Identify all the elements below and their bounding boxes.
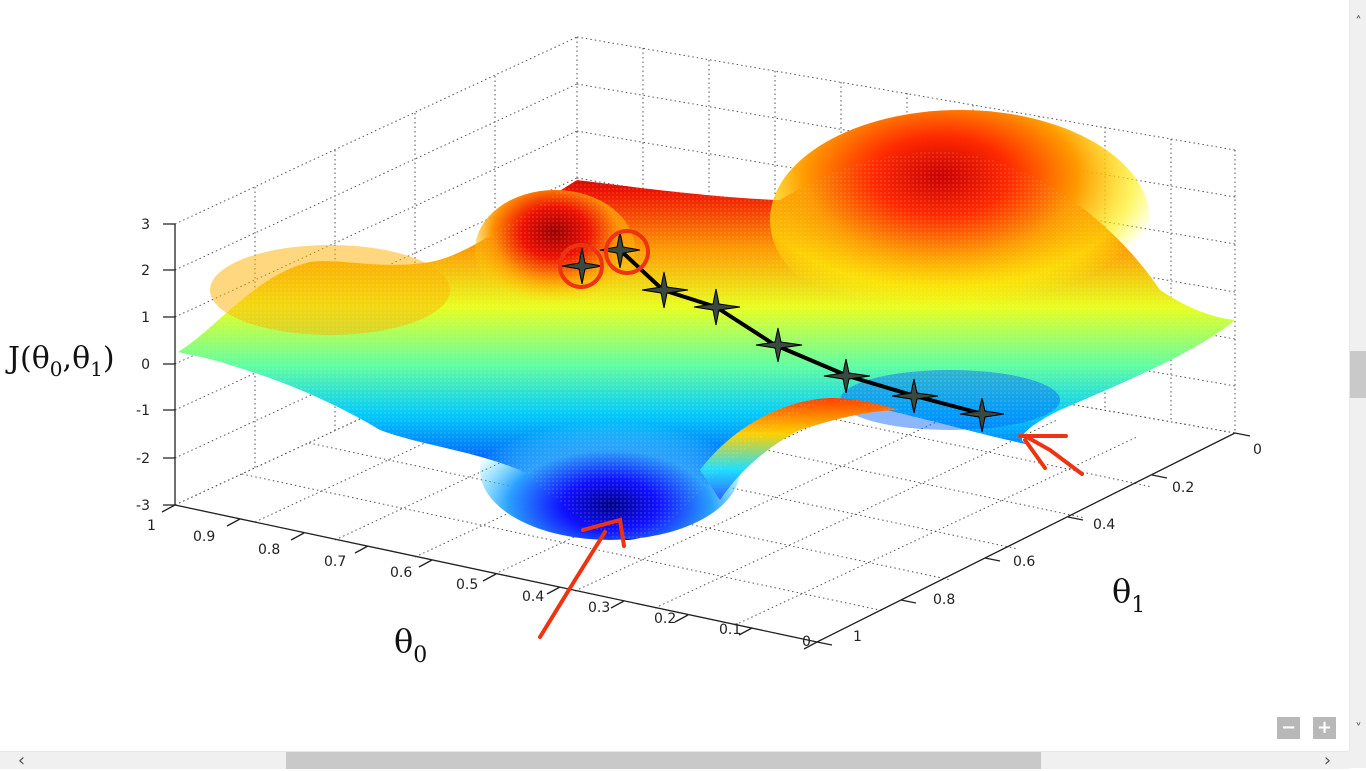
scroll-up-icon[interactable]: ˄ [1355,15,1362,30]
descent-path [561,231,1005,433]
image-viewport: 3 2 1 0 -1 -2 -3 1 0.9 0.8 0.7 0.6 0.5 0… [5,36,1336,739]
scroll-right-icon[interactable]: › [1323,750,1332,771]
horizontal-scrollbar[interactable]: ‹ › [0,750,1349,771]
circle-annotation-b [604,229,650,275]
svg-text:0.6: 0.6 [1013,554,1035,570]
y-axis-label: θ1 [1112,572,1145,618]
svg-text:2: 2 [141,263,150,279]
svg-text:0: 0 [802,634,811,650]
axes-lines [161,223,1251,650]
scroll-left-icon[interactable]: ‹ [17,750,26,771]
svg-text:-2: -2 [136,451,150,467]
svg-text:1: 1 [147,518,156,534]
svg-text:0.7: 0.7 [324,554,346,570]
circle-annotation-a [558,243,604,289]
svg-text:-1: -1 [136,403,150,419]
y-tick-labels: 0 0.2 0.4 0.6 0.8 1 [853,442,1262,645]
z-tick-labels: 3 2 1 0 -1 -2 -3 [136,217,150,514]
svg-text:0.3: 0.3 [588,600,610,616]
svg-text:0.6: 0.6 [390,565,412,581]
svg-text:0.8: 0.8 [258,542,280,558]
cost-surface [178,110,1235,540]
svg-text:1: 1 [853,629,862,645]
scroll-down-icon[interactable]: ˅ [1355,722,1362,737]
svg-text:0: 0 [141,357,150,373]
red-annotations [538,229,1084,639]
zoom-in-button[interactable]: + [1313,717,1336,739]
arrow-global-min [538,530,607,639]
svg-text:0.1: 0.1 [719,622,741,638]
svg-text:1: 1 [141,310,150,326]
svg-text:0.5: 0.5 [456,577,478,593]
vertical-scrollbar[interactable]: ˄ ˅ [1349,0,1366,751]
svg-text:0.2: 0.2 [654,611,676,627]
x-axis-label: θ0 [394,622,427,668]
scrollbar-corner [1349,751,1366,768]
svg-text:0.4: 0.4 [522,589,544,605]
svg-text:-3: -3 [136,498,150,514]
vertical-scroll-thumb[interactable] [1350,351,1366,398]
zoom-out-button[interactable]: − [1277,717,1300,739]
svg-text:0.9: 0.9 [193,529,215,545]
svg-text:3: 3 [141,217,150,233]
svg-text:0.2: 0.2 [1172,480,1194,496]
svg-text:0.4: 0.4 [1093,517,1115,533]
svg-text:0: 0 [1253,442,1262,458]
z-axis-label: J(θ0,θ1) [5,341,115,381]
svg-text:0.8: 0.8 [933,592,955,608]
star-markers [561,231,1005,433]
horizontal-scroll-thumb[interactable] [286,752,1041,769]
x-tick-labels: 1 0.9 0.8 0.7 0.6 0.5 0.4 0.3 0.2 0.1 0 [147,518,811,650]
surface-plot: 3 2 1 0 -1 -2 -3 1 0.9 0.8 0.7 0.6 0.5 0… [5,36,1262,668]
arrow-local-min [1023,434,1084,476]
